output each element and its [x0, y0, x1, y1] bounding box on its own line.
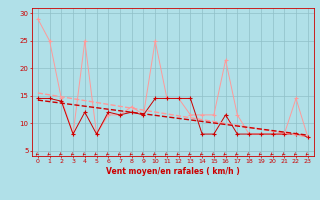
- X-axis label: Vent moyen/en rafales ( km/h ): Vent moyen/en rafales ( km/h ): [106, 167, 240, 176]
